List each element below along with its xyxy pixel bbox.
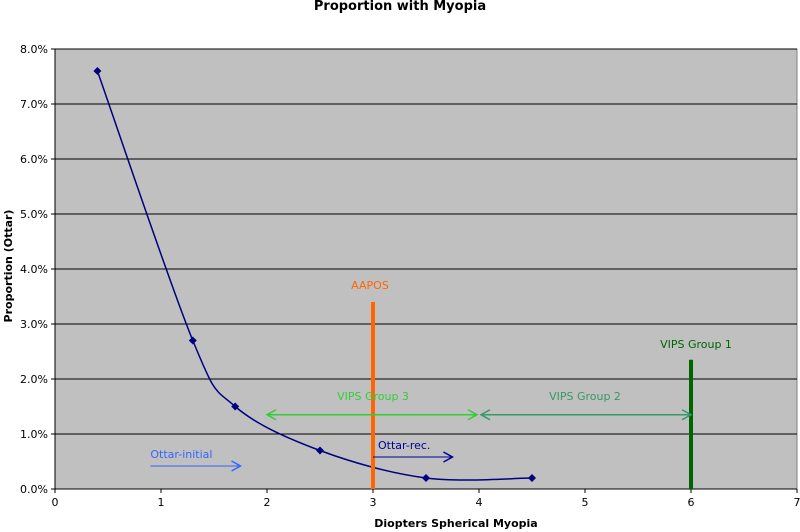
ottar-initial-label: Ottar-initial bbox=[150, 448, 212, 461]
y-tick-label: 4.0% bbox=[20, 263, 48, 276]
x-axis-label: Diopters Spherical Myopia bbox=[374, 517, 537, 530]
x-tick-label: 6 bbox=[688, 496, 695, 509]
y-tick-label: 7.0% bbox=[20, 98, 48, 111]
aapos-label: AAPOS bbox=[351, 279, 389, 292]
y-tick-label: 3.0% bbox=[20, 318, 48, 331]
x-tick-label: 3 bbox=[370, 496, 377, 509]
y-tick-label: 5.0% bbox=[20, 208, 48, 221]
ottar-rec-label: Ottar-rec. bbox=[378, 439, 430, 452]
y-tick-label: 6.0% bbox=[20, 153, 48, 166]
data-point bbox=[422, 474, 430, 482]
data-point bbox=[528, 474, 536, 482]
y-tick-label: 2.0% bbox=[20, 373, 48, 386]
data-point bbox=[231, 402, 240, 411]
series-curve bbox=[96, 70, 533, 481]
y-tick-label: 0.0% bbox=[20, 483, 48, 496]
x-tick-label: 5 bbox=[582, 496, 589, 509]
chart-title: Proportion with Myopia bbox=[314, 0, 486, 14]
vips-group1-label: VIPS Group 1 bbox=[660, 338, 732, 351]
vips-group3-label: VIPS Group 3 bbox=[337, 390, 409, 403]
data-point bbox=[316, 446, 324, 455]
x-tick-label: 0 bbox=[52, 496, 59, 509]
x-tick-label: 2 bbox=[264, 496, 271, 509]
x-tick-label: 1 bbox=[158, 496, 165, 509]
y-tick-label: 1.0% bbox=[20, 428, 48, 441]
x-tick-label: 4 bbox=[476, 496, 483, 509]
data-point bbox=[93, 67, 102, 75]
x-tick-label: 7 bbox=[794, 496, 800, 509]
y-tick-label: 8.0% bbox=[20, 43, 48, 56]
data-point bbox=[188, 336, 197, 345]
vips-group2-label: VIPS Group 2 bbox=[549, 390, 621, 403]
y-axis-label: Proportion (Ottar) bbox=[2, 210, 15, 323]
